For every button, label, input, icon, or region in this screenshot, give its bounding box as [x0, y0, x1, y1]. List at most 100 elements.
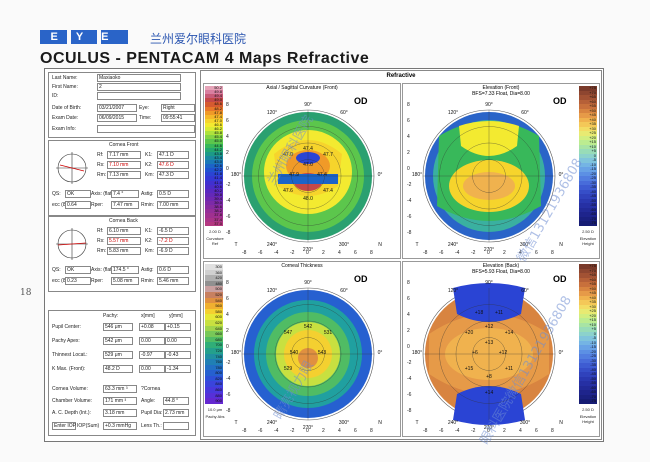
scale-step: 39.4: [205, 196, 223, 202]
scale-step: +50: [579, 286, 597, 292]
map-value-label: 542: [304, 324, 313, 330]
scale-step: 44.6: [205, 143, 223, 148]
iop-sum-label: IOP(Sum): [77, 423, 100, 429]
axis-tick-x: -2: [290, 428, 295, 434]
axis-tick-x: -4: [455, 428, 460, 434]
scale-step: 49.8: [205, 89, 223, 95]
axis-tick-x: 4: [338, 428, 341, 434]
cb-qs-label: QS:: [52, 267, 61, 273]
axis-tick-y: 4: [226, 134, 229, 140]
cf-astig-value: 0.5 D: [157, 190, 189, 198]
scale-step: 41.8: [205, 172, 223, 177]
enter-iop-button[interactable]: Enter IOP: [52, 422, 76, 430]
scale-step: 38.2: [205, 209, 223, 214]
axis-tick-y: 6: [407, 118, 410, 124]
axis-tick-x: -8: [423, 428, 428, 434]
cb-rm-label: Rm:: [97, 248, 107, 254]
map-subtitle: BFS=5.93 Float, Dia=8.00: [472, 269, 530, 275]
scale-step: +45: [579, 291, 597, 296]
scale-step: 45.0: [205, 139, 223, 144]
eye-label-od: OD: [354, 96, 368, 106]
scale-step: 880: [205, 392, 223, 399]
scale-step: -40: [579, 189, 597, 195]
scale-step: 42.6: [205, 163, 223, 169]
cf-rm-value: 7.13 mm: [107, 171, 141, 179]
scale-step: 43.0: [205, 159, 223, 165]
pachy-row-y: 0.00: [165, 337, 191, 345]
cb-km-value: -6.9 D: [157, 247, 189, 255]
cf-km-label: Km:: [145, 172, 154, 178]
axis-tick-y: 0: [226, 344, 229, 350]
scale-step: +60: [579, 277, 597, 283]
cb-k2-label: K2:: [145, 238, 153, 244]
pachy-row-pachy: 529 μm: [103, 351, 133, 359]
cf-k1-value: 47.1 D: [157, 151, 189, 159]
scale-step: 40.2: [205, 188, 223, 193]
scale-step: 480: [205, 280, 223, 287]
axis-tick-x: 4: [519, 250, 522, 256]
map-1: Axial / Sagittal Curvature (Front) OD 50.2…: [203, 83, 401, 259]
scale-step: +10: [579, 144, 597, 150]
cf-rs-label: Rs:: [97, 162, 105, 168]
scale-step: 37.0: [205, 221, 223, 226]
side-label-temporal: T: [234, 242, 237, 248]
scale-step: 540: [205, 297, 223, 304]
scale-step: +55: [579, 282, 597, 287]
axis-tick-y: -6: [407, 392, 412, 398]
pupil-dia-label: Pupil Dia:: [141, 410, 163, 416]
axis-tick-x: -6: [439, 250, 444, 256]
map-value-label: +11: [495, 310, 503, 316]
axis-tick-x: 4: [519, 428, 522, 434]
cornea-front-box: Cornea Front Rf: 7.17 mm K1: 47.1 D Rs: …: [48, 140, 196, 216]
axis-tick-x: 2: [322, 250, 325, 256]
scale-step: 360: [205, 269, 223, 276]
axis-tick-x: -2: [471, 250, 476, 256]
left-panel: Last Name: Maxiaoko First Name: 2 ID: Da…: [46, 70, 198, 438]
scale-step: -30: [579, 358, 597, 364]
pachy-row-y: -1.34: [165, 365, 191, 373]
topography-map: 90° 120° 60° 240° 270° 300° 180° 0° T N 47.0 47.4 47…: [231, 102, 383, 253]
scale-step: 860: [205, 387, 223, 393]
axis-tick-x: -8: [423, 250, 428, 256]
scale-step: +20: [579, 313, 597, 319]
scale-step: 47.0: [205, 118, 223, 123]
map-title: Elevation (Front): [482, 85, 520, 91]
dob-value: 03/21/2007: [97, 104, 137, 112]
scale-step: 580: [205, 308, 223, 315]
map-2: Elevation (Front) BFS=7.33 Float, Dia=8.0…: [402, 83, 600, 259]
id-value: [97, 92, 181, 100]
side-label-temporal: T: [415, 420, 418, 426]
angle-label: 0°: [378, 172, 383, 178]
clinic-logo: EYE: [40, 30, 129, 44]
pachy-row-label: K Max. (Front):: [52, 366, 86, 372]
scale-step-size: 10.0 μm: [207, 407, 223, 412]
cb-rm-value: 5.83 mm: [107, 247, 141, 255]
scale-step: +55: [579, 104, 597, 109]
cf-k2-value: 47.6 D: [157, 161, 189, 169]
cb-rmin-label: Rmin:: [141, 278, 155, 284]
angle-label: 180°: [231, 172, 241, 178]
cb-axis-value: 174.5 °: [111, 266, 139, 274]
color-scale: 300 360 420 480 500 520 540 560 580 600 620 640 660 6…: [205, 264, 223, 404]
scale-step: -65: [579, 390, 597, 395]
scale-step: 420: [205, 275, 223, 281]
angle-label: 120°: [448, 110, 458, 116]
pachy-col-pachy: Pachy:: [103, 313, 119, 319]
scale-step: 740: [205, 353, 223, 360]
axis-tick-y: -6: [226, 214, 231, 220]
map-value-label: 47.7: [323, 152, 333, 158]
scale-step: -35: [579, 185, 597, 190]
scale-step: -60: [579, 385, 597, 391]
angle-label: 240°: [267, 420, 277, 426]
topography-map: 90° 120° 60° 240° 270° 300° 180° 0° T N 547 542 531 5…: [231, 280, 383, 431]
cornea-front-axis-icon: [56, 152, 88, 184]
dob-label: Date of Birth:: [52, 105, 82, 111]
axis-tick-x: -4: [274, 250, 279, 256]
scale-step: -25: [579, 354, 597, 359]
eye-label-od: OD: [553, 96, 567, 106]
axis-tick-y: 8: [226, 102, 229, 108]
cb-rs-value: 5.57 mm: [107, 237, 141, 245]
scale-step: -15: [579, 167, 597, 172]
scale-step: +75: [579, 85, 597, 91]
map-value-label: 547: [284, 330, 293, 336]
